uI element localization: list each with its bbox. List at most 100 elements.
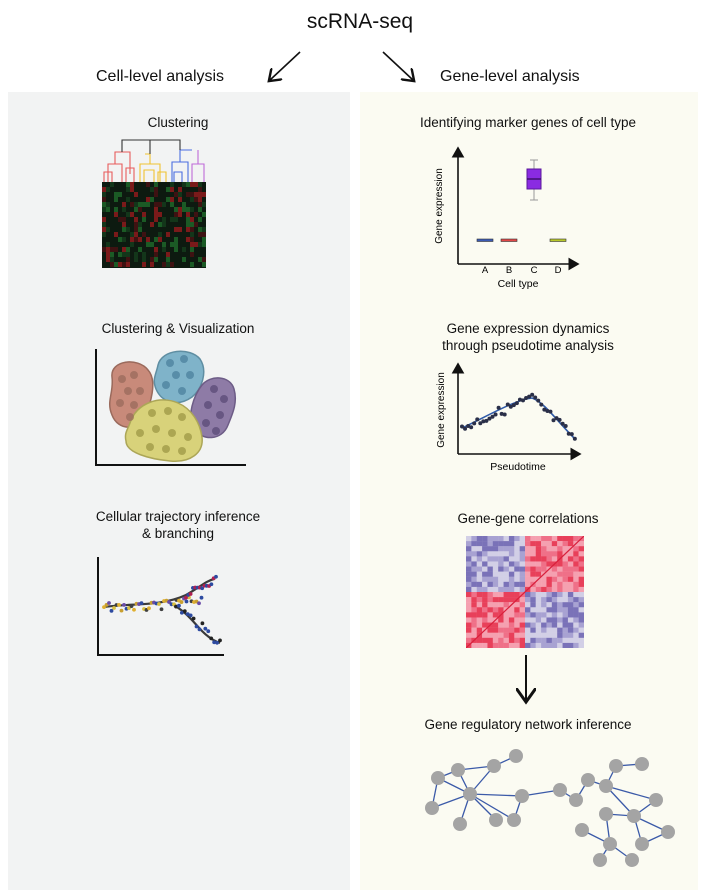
pseudotime-cell — [490, 414, 495, 419]
tsne-axes — [95, 349, 246, 466]
network-node — [649, 793, 663, 807]
trajectory-cell — [199, 595, 204, 600]
marker-box-A — [476, 238, 494, 242]
trajectory-label-line1: Cellular trajectory inference — [95, 509, 261, 524]
pseudotime-fit-line — [461, 397, 575, 439]
network-node — [575, 823, 589, 837]
trajectory-cell — [203, 626, 208, 631]
trajectory-cell — [112, 606, 116, 610]
network-node — [599, 779, 613, 793]
clustering-heatmap — [102, 139, 206, 268]
trajectory-cell — [167, 600, 171, 604]
network-node — [451, 763, 465, 777]
network-node — [635, 837, 649, 851]
gene-level-panel — [360, 92, 698, 890]
trajectory-axes — [97, 557, 224, 656]
trajectory-cell — [194, 624, 199, 629]
marker-box-B — [500, 238, 518, 242]
pseudotime-cell — [539, 402, 544, 407]
tsne-plot — [95, 349, 246, 466]
cell-level-heading: Cell-level analysis — [96, 68, 225, 85]
pseudotime-cell — [521, 398, 525, 403]
pseudotime-cell — [514, 401, 519, 406]
trajectory-cell — [191, 616, 196, 621]
pseudotime-cell — [536, 398, 541, 403]
pseudotime-cell — [517, 397, 522, 402]
arrow-to-gene-level — [382, 51, 413, 80]
pseudotime-cell — [551, 418, 556, 423]
network-node — [603, 837, 617, 851]
network-node — [627, 809, 641, 823]
pseudotime-label: Gene expression dynamics through pseudot… — [398, 320, 658, 354]
correlations-label: Gene-gene correlations — [457, 511, 599, 526]
trajectory-cell — [182, 609, 187, 614]
correlation-diagonal — [466, 536, 584, 648]
trajectory-cell — [218, 638, 222, 643]
marker-xlabel: Cell type — [498, 278, 539, 290]
pseudotime-cell — [481, 419, 486, 424]
network-node — [507, 813, 521, 827]
trajectory-cell — [215, 640, 219, 645]
network-node — [487, 759, 501, 773]
pseudotime-cell — [566, 431, 571, 436]
trajectory-cell — [129, 604, 134, 609]
network-node — [661, 825, 675, 839]
network-label: Gene regulatory network inference — [424, 717, 632, 732]
trajectory-cell — [109, 608, 114, 613]
gene-network — [425, 749, 675, 867]
pseudotime-cell — [524, 395, 529, 400]
pseudotime-cell — [493, 412, 498, 417]
pseudotime-cell — [527, 394, 532, 399]
arrow-to-cell-level — [270, 51, 301, 80]
marker-tick-D: D — [555, 265, 562, 276]
marker-boxplot: Gene expression A B C D Cell type — [434, 146, 580, 290]
trajectory-cell — [179, 600, 184, 604]
trajectory-cell — [200, 621, 205, 626]
pseudotime-cell — [487, 416, 492, 421]
trajectory-cell — [197, 627, 202, 632]
pseudotime-cell — [469, 425, 474, 430]
network-node — [599, 807, 613, 821]
network-edge — [469, 793, 523, 797]
pseudotime-ylabel: Gene expression — [436, 372, 447, 448]
trajectory-cell — [200, 586, 205, 591]
marker-tick-C: C — [531, 265, 538, 276]
network-node — [425, 801, 439, 815]
pseudotime-cell — [478, 421, 483, 426]
pseudotime-plot: Gene expression Pseudotime — [436, 362, 582, 473]
trajectory-cell — [139, 601, 144, 606]
network-edge — [469, 793, 515, 821]
marker-ylabel: Gene expression — [434, 168, 445, 244]
trajectory-cell — [209, 582, 214, 587]
network-node — [453, 817, 467, 831]
heatmap-cells — [102, 182, 206, 267]
pseudotime-cell — [557, 417, 562, 422]
trajectory-label-line2: & branching — [141, 526, 215, 541]
trajectory-cell — [179, 610, 184, 615]
visualization-label: Clustering & Visualization — [101, 321, 255, 336]
correlation-heatmap — [466, 536, 584, 648]
trajectory-cells — [102, 574, 222, 645]
marker-tick-B: B — [506, 265, 512, 276]
markers-label: Identifying marker genes of cell type — [419, 115, 637, 130]
network-node — [509, 749, 523, 763]
pseudotime-cell — [466, 423, 471, 428]
trajectory-cell — [157, 602, 161, 606]
trajectory-cell — [184, 599, 189, 604]
trajectory-cell — [177, 603, 181, 608]
pseudotime-cell — [554, 416, 559, 421]
trajectory-cell — [184, 595, 188, 600]
pseudotime-label-line1: Gene expression dynamics — [446, 321, 610, 336]
network-node — [489, 813, 503, 827]
pseudotime-cell — [548, 409, 553, 414]
network-node — [569, 793, 583, 807]
trajectory-cell — [174, 604, 178, 609]
clustering-label: Clustering — [147, 115, 209, 130]
network-edge — [605, 785, 657, 801]
pseudotime-cell — [475, 417, 480, 422]
trajectory-cell — [212, 640, 217, 645]
network-node — [463, 787, 477, 801]
trajectory-cell — [119, 608, 124, 613]
pseudotime-cell — [460, 424, 464, 429]
trajectory-cell — [132, 607, 136, 612]
